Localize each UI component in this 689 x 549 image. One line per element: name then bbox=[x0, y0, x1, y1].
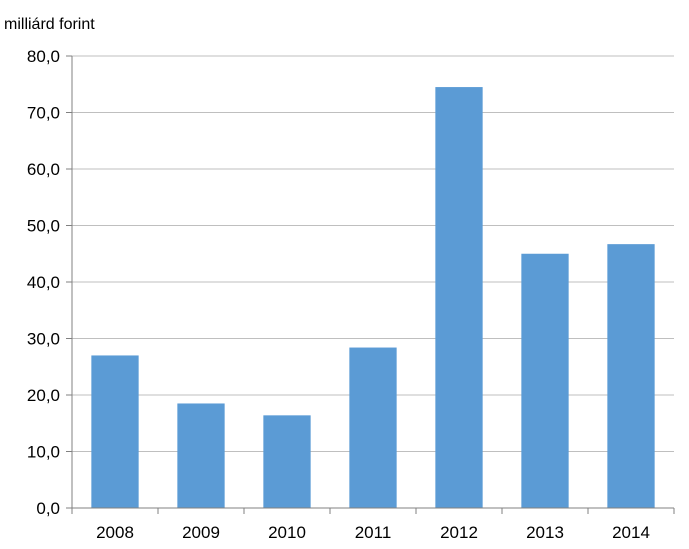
y-tick-labels: 0,0 10,0 20,0 30,0 40,0 50,0 60,0 70,0 80,0 bbox=[27, 47, 60, 518]
x-tick-label: 2011 bbox=[355, 523, 392, 542]
bars bbox=[91, 87, 655, 508]
x-tick-label: 2014 bbox=[612, 523, 650, 542]
bar-2008 bbox=[91, 355, 139, 508]
y-tick-label: 30,0 bbox=[27, 330, 60, 349]
y-tick-label: 50,0 bbox=[27, 217, 60, 236]
y-tick-label: 60,0 bbox=[27, 160, 60, 179]
bar-2011 bbox=[349, 347, 397, 508]
y-tick-label: 70,0 bbox=[27, 104, 60, 123]
bar-2012 bbox=[435, 87, 483, 508]
y-tick-label: 20,0 bbox=[27, 386, 60, 405]
bar-2010 bbox=[263, 415, 311, 508]
x-tick-label: 2012 bbox=[440, 523, 478, 542]
bar-2009 bbox=[177, 403, 225, 508]
y-axis-title: milliárd forint bbox=[4, 16, 95, 33]
y-tick-label: 40,0 bbox=[27, 273, 60, 292]
y-tick-label: 10,0 bbox=[27, 443, 60, 462]
x-tick-label: 2013 bbox=[526, 523, 564, 542]
bar-2013 bbox=[521, 253, 569, 508]
x-tick-label: 2009 bbox=[182, 523, 220, 542]
axes bbox=[66, 55, 675, 514]
gridlines bbox=[72, 55, 674, 452]
x-tick-label: 2008 bbox=[96, 523, 134, 542]
y-tick-label: 0,0 bbox=[36, 499, 60, 518]
y-tick-label: 80,0 bbox=[27, 47, 60, 66]
x-tick-labels: 2008 2009 2010 2011 2012 2013 2014 bbox=[96, 523, 650, 542]
x-tick-label: 2010 bbox=[268, 523, 306, 542]
bar-2014 bbox=[607, 244, 655, 508]
